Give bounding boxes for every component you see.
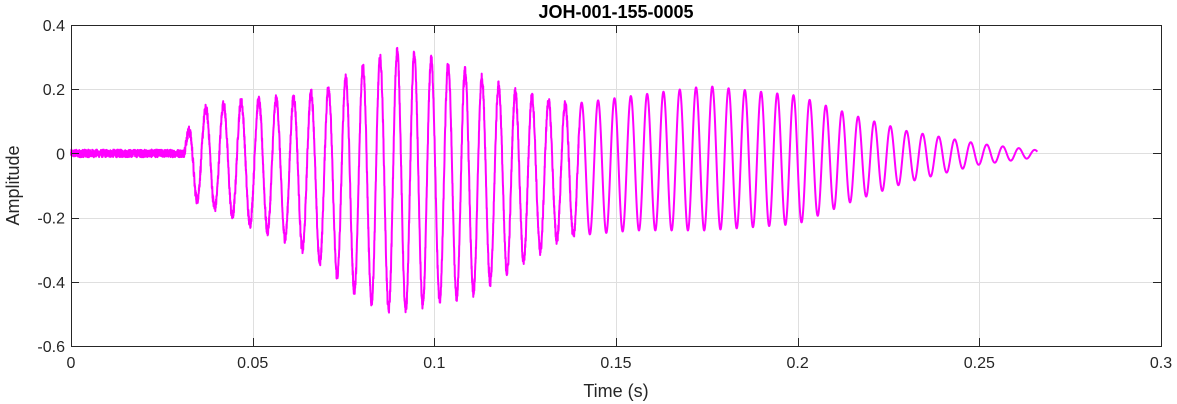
x-tick-label: 0.3 [1150, 355, 1172, 372]
x-axis-ticks: 0 0.05 0.1 0.15 0.2 0.25 0.3 [67, 25, 1172, 372]
y-tick-label: 0.4 [43, 18, 65, 35]
y-tick-label: 0.2 [43, 82, 65, 99]
chart-title: JOH-001-155-0005 [538, 2, 693, 22]
x-axis-label: Time (s) [583, 381, 648, 401]
y-tick-label: -0.4 [37, 275, 65, 292]
x-tick-label: 0 [67, 355, 76, 372]
y-tick-label: -0.6 [37, 339, 65, 356]
x-tick-label: 0.1 [423, 355, 445, 372]
x-tick-label: 0.25 [964, 355, 995, 372]
waveform-line [70, 46, 1039, 314]
x-tick-label: 0.05 [237, 355, 268, 372]
x-tick-label: 0.2 [787, 355, 809, 372]
y-axis-ticks: -0.6 -0.4 -0.2 0 0.2 0.4 [37, 18, 1161, 356]
y-axis-label: Amplitude [3, 145, 23, 225]
x-tick-label: 0.15 [600, 355, 631, 372]
y-tick-label: 0 [56, 146, 65, 163]
y-tick-label: -0.2 [37, 211, 65, 228]
